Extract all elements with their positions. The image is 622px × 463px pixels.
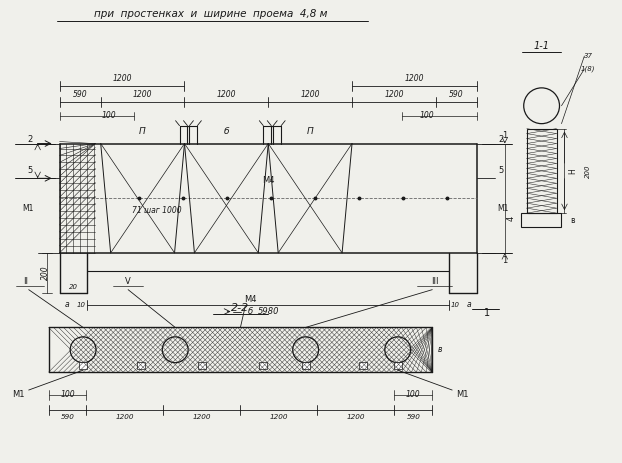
Text: ІІІ: ІІІ — [432, 277, 439, 286]
Circle shape — [293, 337, 318, 363]
Text: 100: 100 — [420, 111, 435, 120]
Text: 590: 590 — [60, 414, 75, 420]
Circle shape — [385, 337, 411, 363]
Text: М1: М1 — [456, 389, 468, 399]
Text: 37: 37 — [584, 53, 593, 59]
Text: 200: 200 — [41, 265, 50, 280]
Text: 1: 1 — [502, 257, 508, 265]
Text: 4: 4 — [506, 215, 515, 221]
Text: 1200: 1200 — [270, 414, 288, 420]
Text: 2-2: 2-2 — [231, 302, 249, 313]
Text: б: б — [224, 127, 229, 136]
Text: 5980: 5980 — [258, 307, 279, 316]
Bar — [137, 362, 145, 369]
Text: М1: М1 — [497, 204, 509, 213]
Text: 2: 2 — [498, 135, 503, 144]
Circle shape — [524, 88, 560, 124]
Text: 71 шаг 1000: 71 шаг 1000 — [132, 206, 182, 215]
Text: 590: 590 — [449, 90, 464, 100]
Bar — [360, 362, 367, 369]
Circle shape — [162, 337, 188, 363]
Text: при  простенках  и  ширине  проема  4,8 м: при простенках и ширине проема 4,8 м — [94, 9, 327, 19]
Text: М1: М1 — [22, 204, 34, 213]
Text: 1-1: 1-1 — [534, 41, 550, 51]
Text: 1200: 1200 — [112, 75, 132, 83]
Text: М4: М4 — [262, 176, 274, 185]
Bar — [198, 362, 206, 369]
Text: 5: 5 — [498, 166, 503, 175]
Text: 1200: 1200 — [384, 90, 404, 100]
Bar — [79, 362, 87, 369]
Text: Н: Н — [568, 168, 577, 174]
Text: 1200: 1200 — [405, 75, 424, 83]
Text: ІІ: ІІ — [23, 277, 28, 286]
Text: 1: 1 — [502, 131, 508, 140]
Text: 100: 100 — [102, 111, 116, 120]
Text: 10: 10 — [450, 301, 460, 307]
Text: 5: 5 — [27, 166, 32, 175]
Circle shape — [70, 337, 96, 363]
Text: 1200: 1200 — [216, 90, 236, 100]
Text: 1200: 1200 — [116, 414, 134, 420]
Text: 200: 200 — [585, 164, 592, 178]
Bar — [394, 362, 402, 369]
Text: 100: 100 — [60, 389, 75, 399]
Bar — [302, 362, 310, 369]
Text: П: П — [307, 127, 313, 136]
Text: б: б — [248, 307, 253, 316]
Text: V: V — [125, 277, 131, 286]
Bar — [527, 129, 557, 213]
Text: 590: 590 — [73, 90, 88, 100]
Text: 590: 590 — [406, 414, 420, 420]
Text: в: в — [438, 345, 442, 354]
Text: а: а — [65, 300, 70, 309]
Text: в: в — [570, 216, 575, 225]
Text: 1(8): 1(8) — [581, 66, 596, 72]
Text: 2: 2 — [27, 135, 32, 144]
Text: П: П — [139, 127, 146, 136]
Text: 1200: 1200 — [346, 414, 365, 420]
Text: 10: 10 — [77, 301, 86, 307]
Text: М1: М1 — [12, 389, 25, 399]
Text: а: а — [466, 300, 471, 309]
Text: 20: 20 — [69, 284, 78, 290]
Text: М4: М4 — [244, 295, 257, 304]
Text: 1200: 1200 — [300, 90, 320, 100]
Bar — [259, 362, 267, 369]
Text: 1200: 1200 — [133, 90, 152, 100]
Text: 1: 1 — [484, 307, 490, 318]
Text: 100: 100 — [406, 389, 420, 399]
Text: 1200: 1200 — [193, 414, 211, 420]
Bar — [521, 213, 562, 227]
